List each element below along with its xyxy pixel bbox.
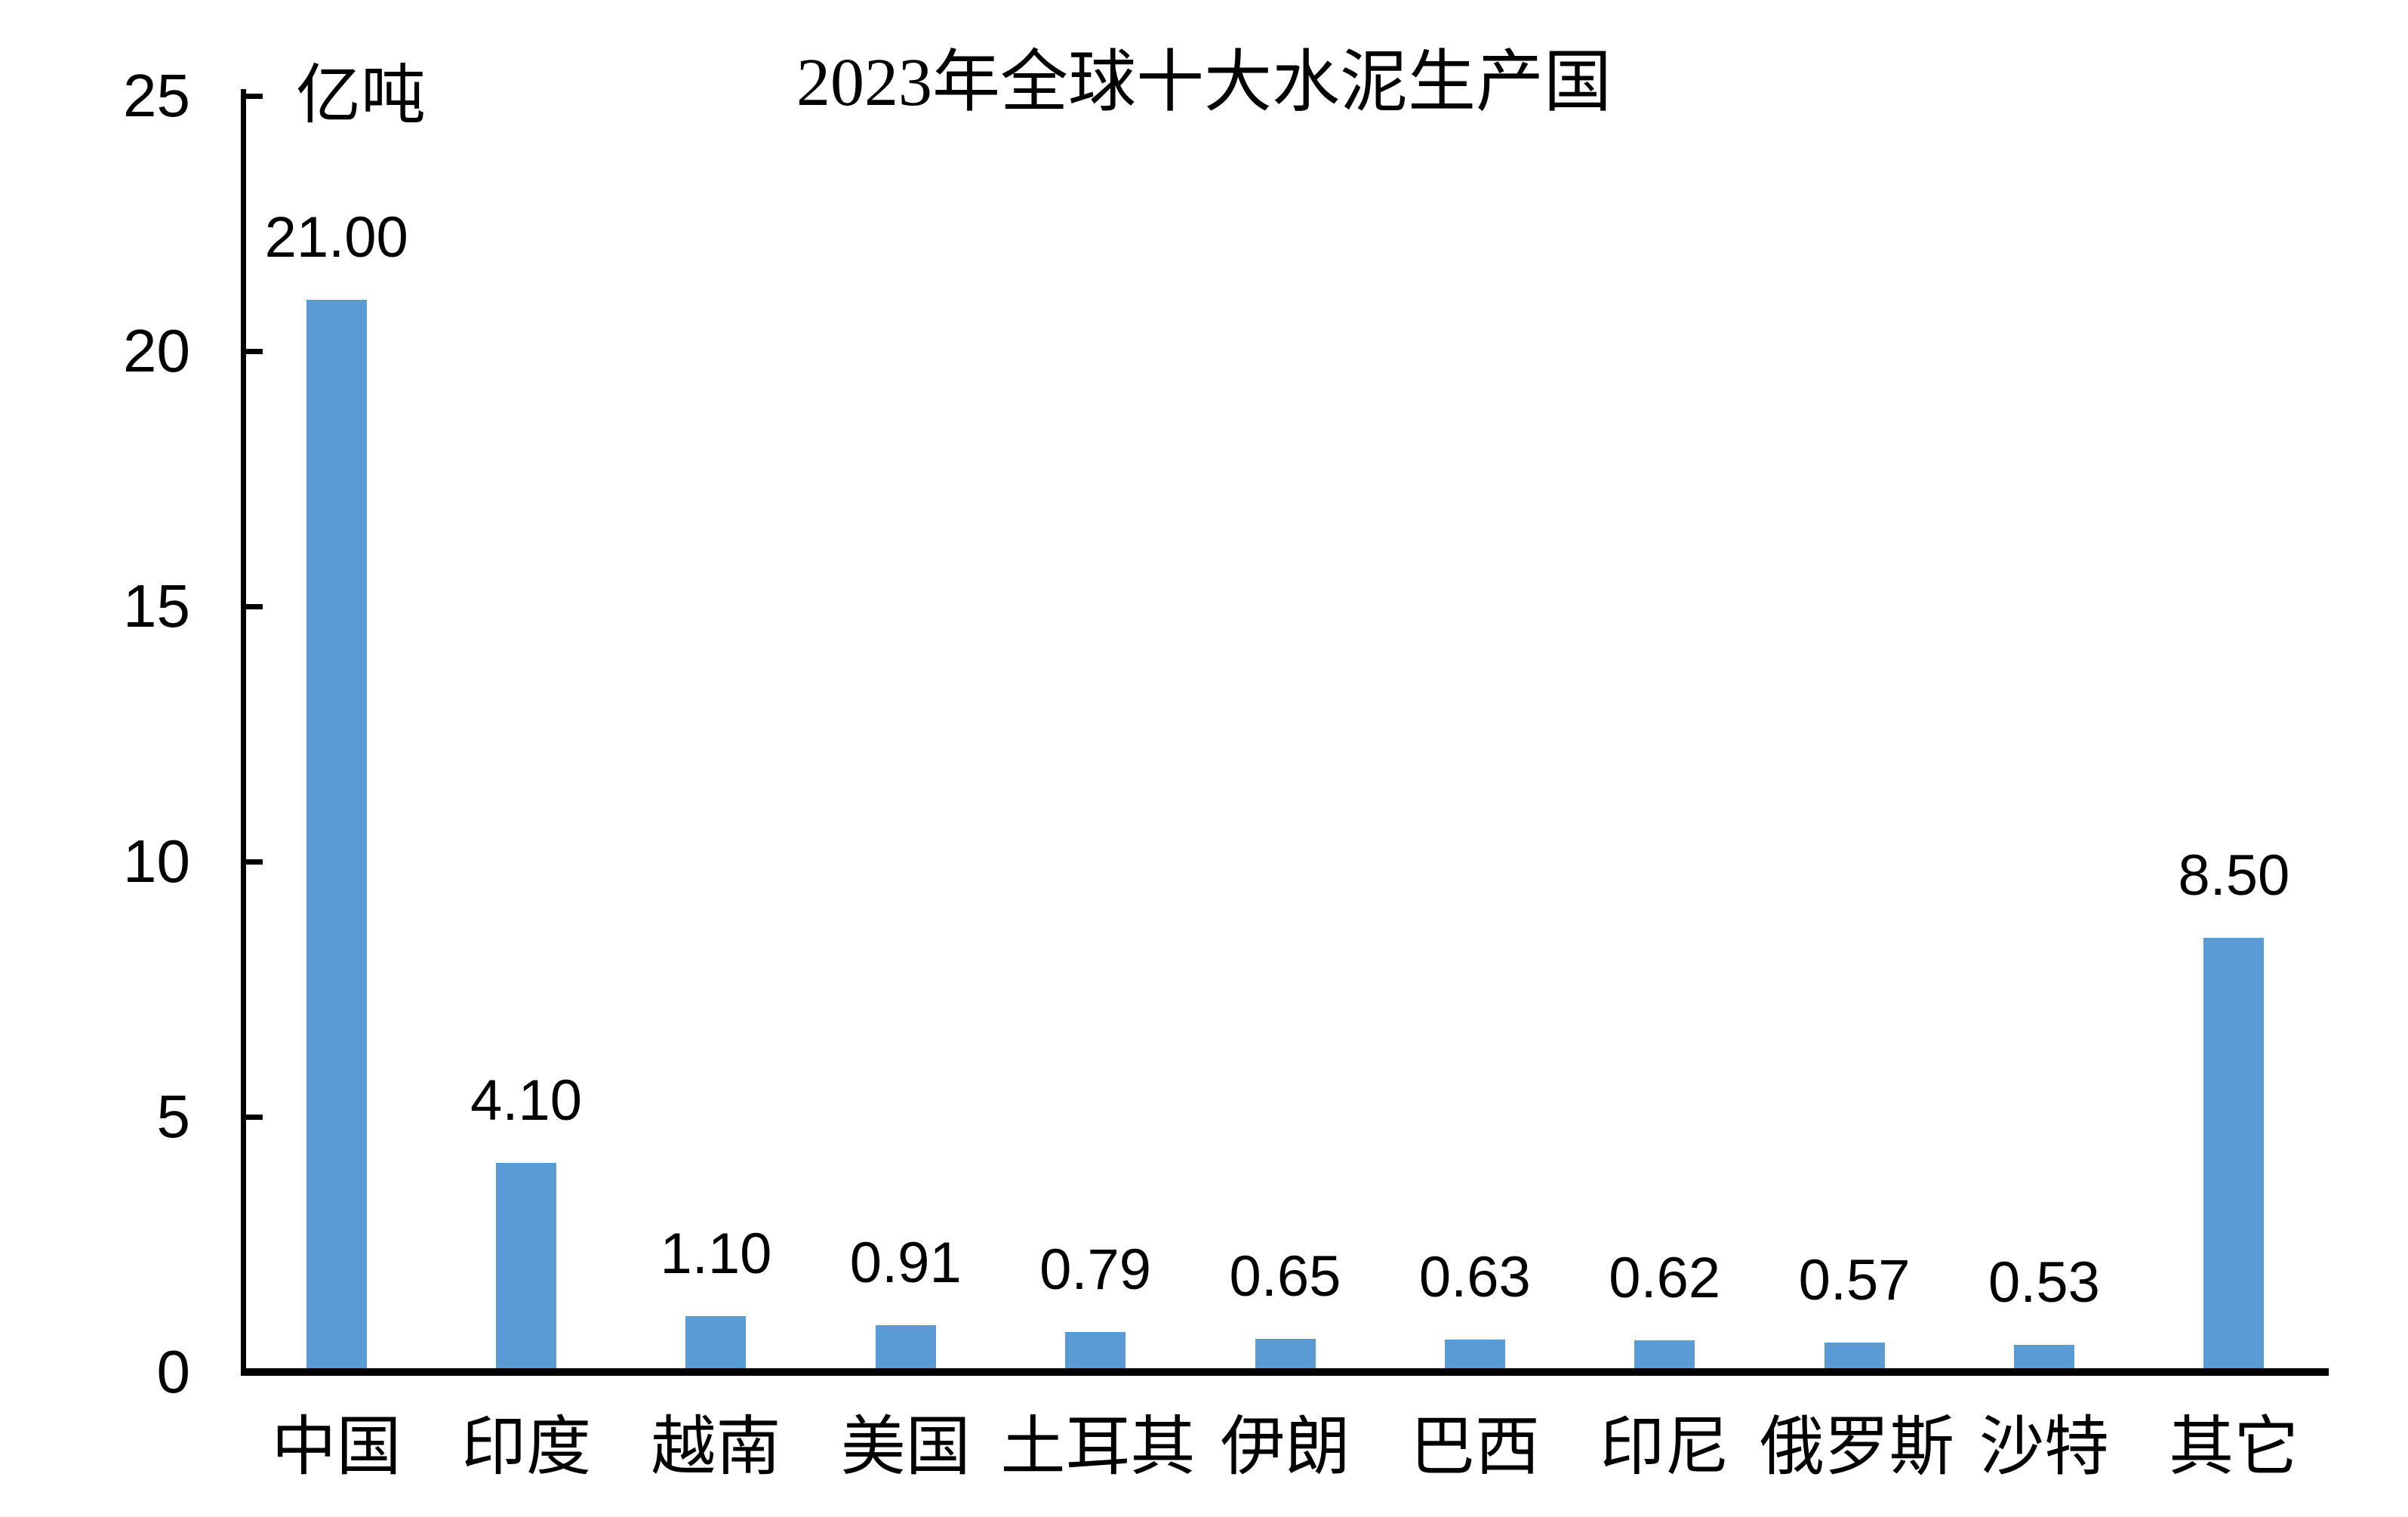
bar-value-label: 0.79 (1039, 1237, 1152, 1302)
bar-value-label: 0.91 (849, 1231, 962, 1296)
category-label: 印度 (461, 1411, 592, 1483)
bar (1065, 1331, 1126, 1372)
bar-value-label: 0.62 (1609, 1246, 1721, 1311)
bar (306, 300, 367, 1372)
bar-value-label: 8.50 (2178, 843, 2290, 908)
bar-value-label: 0.63 (1418, 1245, 1531, 1310)
bar (1255, 1339, 1316, 1372)
y-tick-label: 0 (156, 1338, 191, 1405)
category-label: 美国 (840, 1411, 971, 1483)
category-label: 印尼 (1600, 1411, 1730, 1483)
category-label: 越南 (651, 1411, 781, 1483)
bar (1824, 1343, 1885, 1372)
y-tick-label: 25 (123, 62, 190, 129)
y-tick-label: 5 (156, 1083, 191, 1150)
bar (2013, 1345, 2074, 1372)
y-tick-mark (246, 348, 263, 354)
category-label: 土耳其 (1000, 1411, 1196, 1483)
category-label: 巴西 (1409, 1411, 1540, 1483)
bar-value-label: 0.65 (1229, 1244, 1341, 1309)
y-axis-line (241, 89, 246, 1376)
bar-value-label: 1.10 (660, 1221, 772, 1286)
bar (1634, 1340, 1695, 1372)
bar (685, 1315, 747, 1372)
y-tick-mark (246, 1114, 263, 1120)
y-tick-mark (246, 859, 263, 865)
chart-title: 2023年全球十大水泥生产国 (796, 45, 1612, 120)
y-axis-unit-label: 亿吨 (296, 59, 426, 131)
bar-value-label: 0.57 (1798, 1248, 1911, 1313)
category-label: 中国 (271, 1411, 402, 1483)
category-label: 沙特 (1978, 1411, 2109, 1483)
bar-value-label: 4.10 (470, 1068, 582, 1133)
y-tick-label: 10 (123, 828, 190, 895)
y-tick-mark (246, 603, 263, 609)
category-label: 俄罗斯 (1759, 1411, 1954, 1483)
bar-value-label: 0.53 (1988, 1250, 2100, 1315)
bar (875, 1325, 936, 1372)
y-tick-label: 15 (123, 572, 190, 640)
y-tick-mark (246, 93, 263, 99)
bar-value-label: 21.00 (264, 205, 408, 270)
bar (2203, 938, 2265, 1372)
category-label: 其它 (2169, 1411, 2299, 1483)
x-axis-line (241, 1368, 2329, 1376)
y-tick-label: 20 (123, 317, 190, 384)
category-label: 伊朗 (1220, 1411, 1350, 1483)
bar (1444, 1340, 1505, 1372)
bar (496, 1162, 557, 1372)
